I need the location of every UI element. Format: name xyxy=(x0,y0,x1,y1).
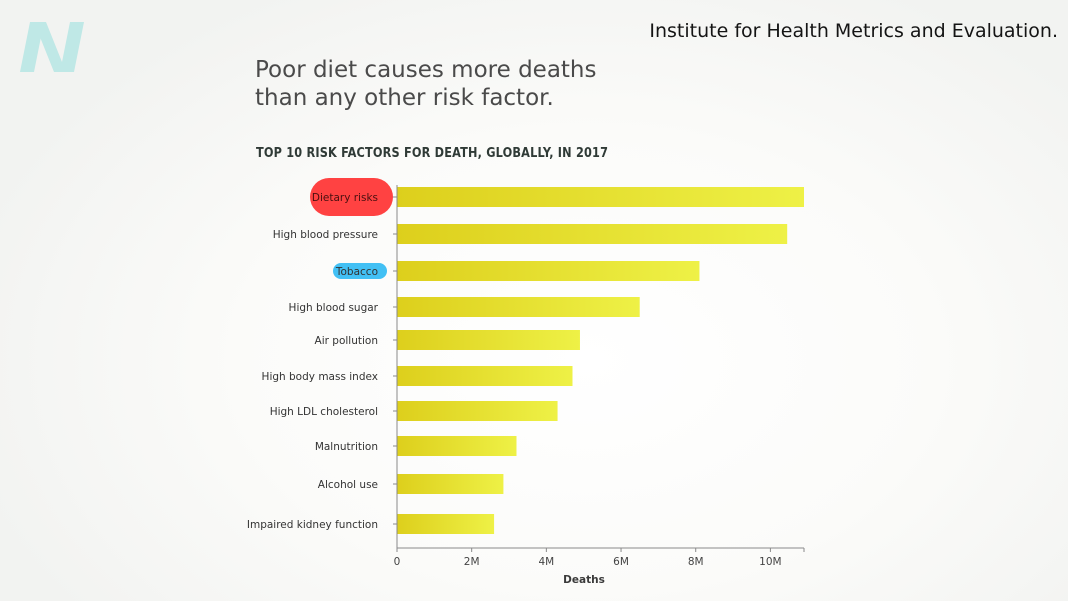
category-label: Air pollution xyxy=(315,335,378,347)
bar-impaired-kidney-function xyxy=(397,514,495,534)
dietary-risks-highlight xyxy=(310,178,393,216)
bar-high-blood-pressure xyxy=(397,224,788,244)
x-tick-label: 8M xyxy=(688,556,704,568)
x-tick-label: 6M xyxy=(613,556,629,568)
source-credit: Institute for Health Metrics and Evaluat… xyxy=(649,20,1058,42)
headline-line-2: than any other risk factor. xyxy=(255,85,554,111)
logo-right-stroke xyxy=(60,22,84,72)
category-label: Tobacco xyxy=(335,266,378,278)
category-label: Impaired kidney function xyxy=(247,519,378,531)
category-label: Malnutrition xyxy=(315,441,378,453)
bar-high-blood-sugar xyxy=(397,297,640,317)
category-label: Alcohol use xyxy=(318,479,378,491)
x-axis-label: Deaths xyxy=(563,574,605,586)
category-label: Dietary risks xyxy=(312,192,378,204)
logo-diagonal-stroke xyxy=(34,22,66,72)
x-tick-label: 2M xyxy=(464,556,480,568)
x-tick-label: 10M xyxy=(759,556,781,568)
bar-high-body-mass-index xyxy=(397,366,573,386)
x-tick-label: 4M xyxy=(538,556,554,568)
category-label: High body mass index xyxy=(262,371,378,383)
headline: Poor diet causes more deaths than any ot… xyxy=(255,56,675,112)
bar-air-pollution xyxy=(397,330,580,350)
logo-left-stroke xyxy=(20,22,44,72)
institute-logo-icon xyxy=(20,22,84,72)
bar-dietary-risks xyxy=(397,187,804,207)
x-tick-label: 0 xyxy=(394,556,401,568)
category-label: High blood pressure xyxy=(273,229,378,241)
bar-malnutrition xyxy=(397,436,517,456)
bar-alcohol-use xyxy=(397,474,504,494)
category-label: High LDL cholesterol xyxy=(270,406,378,418)
bar-tobacco xyxy=(397,261,700,281)
headline-line-1: Poor diet causes more deaths xyxy=(255,57,597,83)
chart-title: TOP 10 RISK FACTORS FOR DEATH, GLOBALLY,… xyxy=(256,145,609,161)
tobacco-highlight xyxy=(333,263,387,279)
bar-high-ldl-cholesterol xyxy=(397,401,558,421)
category-label: High blood sugar xyxy=(289,302,379,314)
